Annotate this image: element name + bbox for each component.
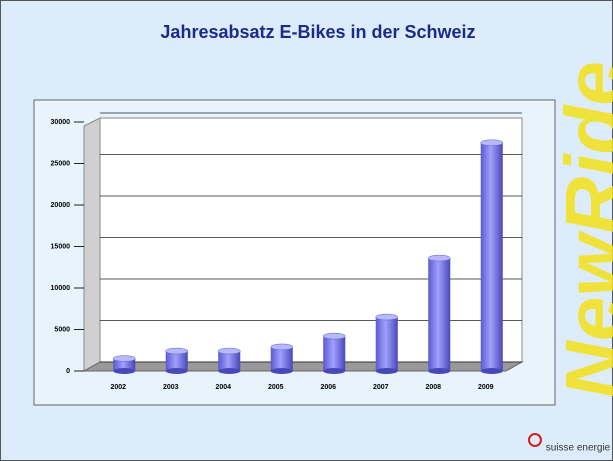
bar: [481, 143, 503, 371]
y-tick-label: 10000: [51, 285, 71, 292]
chart-title: Jahresabsatz E-Bikes in der Schweiz: [160, 22, 475, 42]
bar-cap: [113, 356, 135, 362]
bar-cap: [481, 140, 503, 146]
x-tick-label: 2008: [425, 384, 441, 391]
bar-base: [428, 368, 450, 374]
bar: [428, 258, 450, 371]
logo: suisse energie: [546, 443, 611, 454]
x-tick-label: 2002: [110, 384, 126, 391]
watermark: NewRide: [549, 61, 613, 399]
bar-cap: [323, 333, 345, 339]
bar: [376, 317, 398, 371]
bar-cap: [428, 255, 450, 261]
x-tick-label: 2006: [320, 384, 336, 391]
bar-base: [166, 368, 188, 374]
bar-base: [481, 368, 503, 374]
x-tick-label: 2005: [268, 384, 284, 391]
x-tick-label: 2003: [163, 384, 179, 391]
bar-base: [271, 368, 293, 374]
slide: NewRide Jahresabsatz E-Bikes in der Schw…: [0, 0, 613, 461]
x-tick-label: 2009: [478, 384, 494, 391]
y-tick-label: 0: [66, 368, 70, 375]
y-tick-label: 15000: [51, 243, 71, 250]
bar-cap: [376, 314, 398, 320]
bar-base: [113, 368, 135, 374]
x-tick-label: 2004: [215, 384, 231, 391]
bar-base: [323, 368, 345, 374]
floor: [84, 362, 522, 371]
y-tick-label: 5000: [54, 326, 70, 333]
y-tick-label: 25000: [51, 160, 71, 167]
y-tick-label: 30000: [51, 119, 71, 126]
bar-base: [376, 368, 398, 374]
bar-cap: [166, 348, 188, 354]
x-tick-label: 2007: [373, 384, 389, 391]
bar-cap: [218, 348, 240, 354]
bar-base: [218, 368, 240, 374]
bar: [323, 336, 345, 371]
side-wall: [84, 118, 100, 371]
bar: [271, 347, 293, 371]
bar-cap: [271, 344, 293, 350]
y-tick-label: 20000: [51, 202, 71, 209]
